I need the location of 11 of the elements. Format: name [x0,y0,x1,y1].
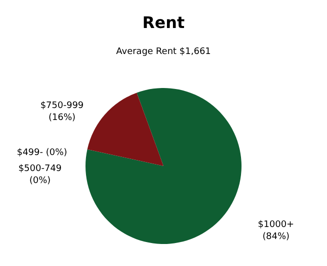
pie-slice [87,92,164,166]
data-label: (84%) [262,232,290,242]
chart-subtitle: Average Rent $1,661 [116,47,211,57]
pie-slice [86,88,242,244]
slice-label: $750-999 [40,101,84,111]
category-label: $500-749 [18,164,62,174]
slice-label: $1000+ [258,220,294,230]
chart-title: Rent [142,13,185,32]
text: (0%) [29,176,51,186]
data-label: (16%) [48,113,76,123]
category-label: $499- (0%) [16,148,68,158]
